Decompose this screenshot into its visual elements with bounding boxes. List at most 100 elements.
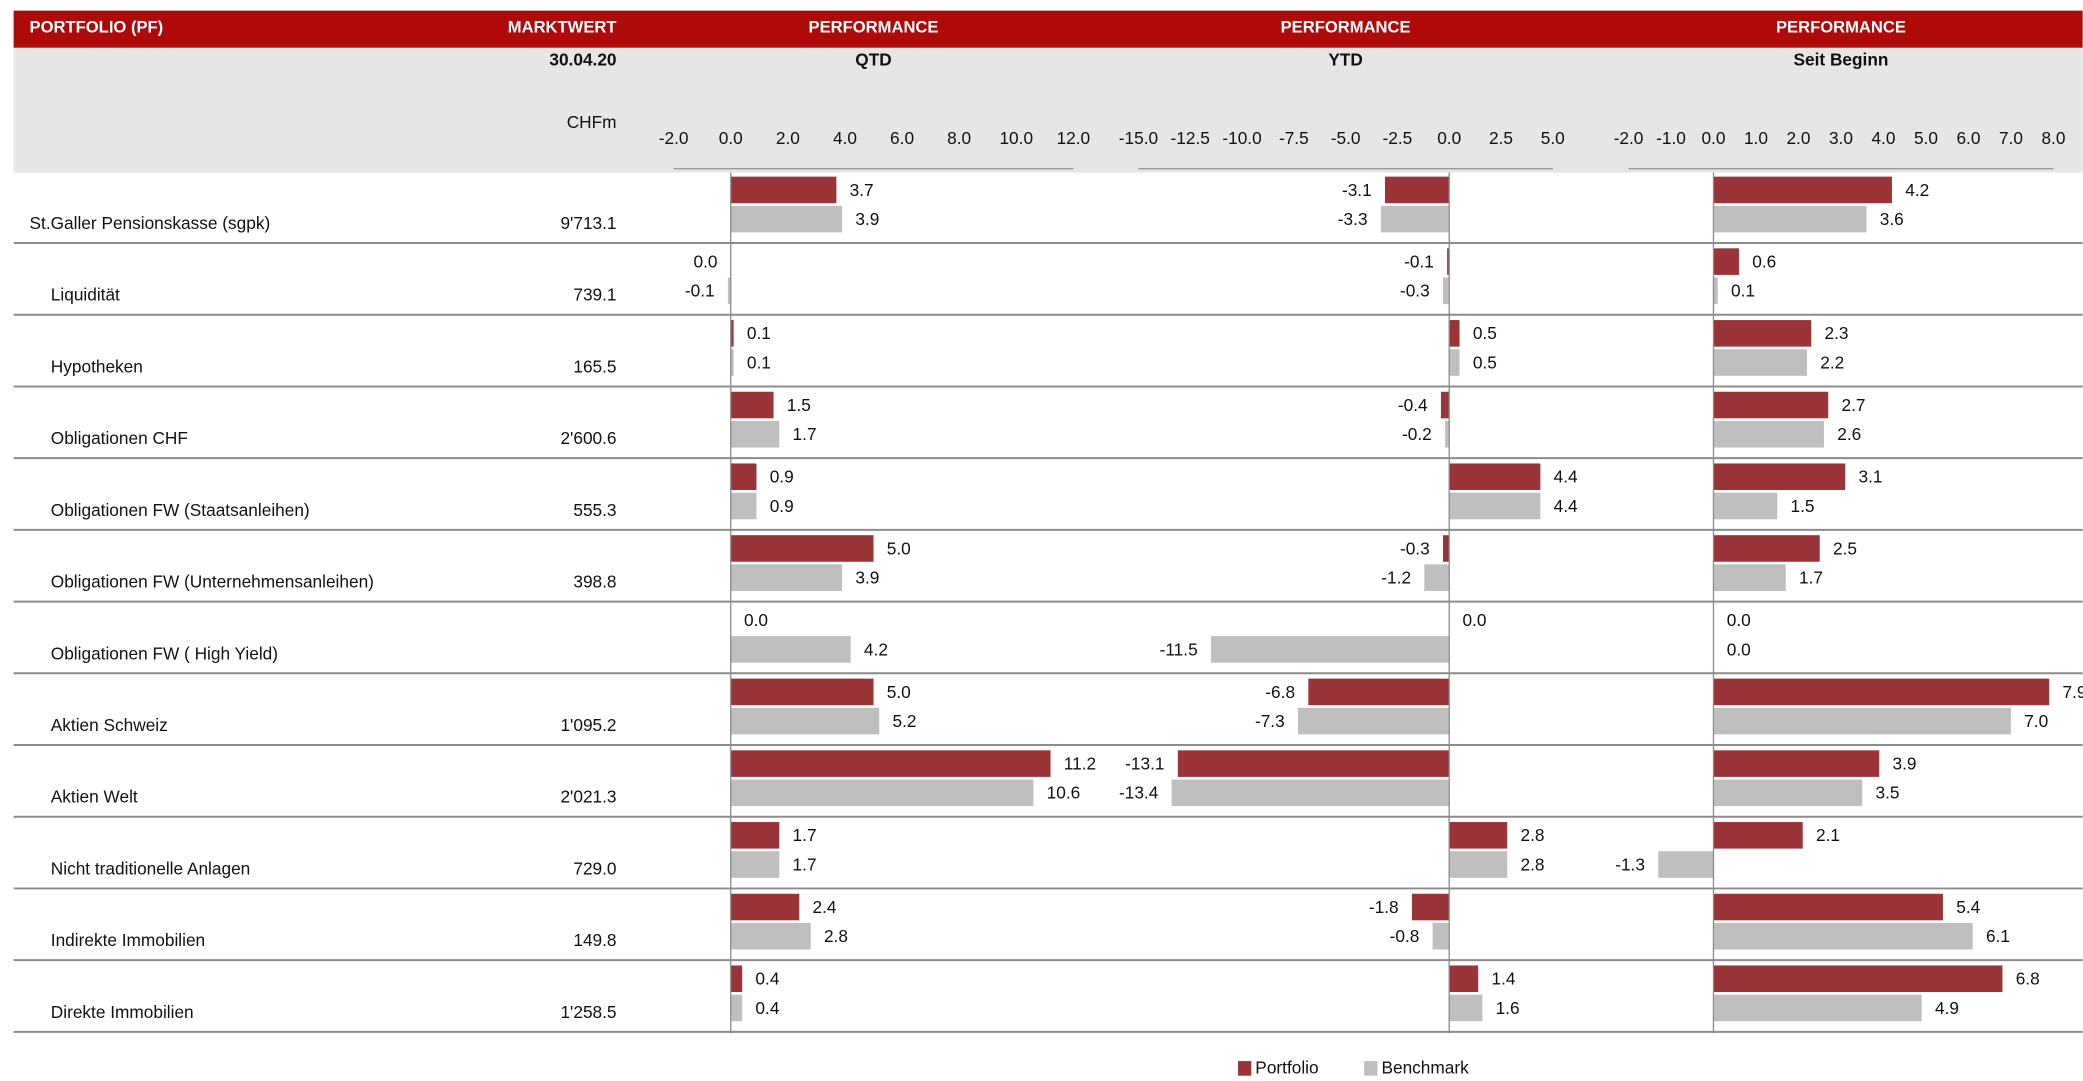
bar [1658,851,1714,878]
chart-subtitle: QTD [855,50,891,70]
data-label: 4.9 [1935,998,1959,1018]
data-label: 0.9 [770,496,794,516]
bar [730,205,843,233]
market-value: 2'021.3 [560,787,616,807]
data-label: 4.2 [864,639,888,659]
row-label: Aktien Welt [51,787,138,807]
x-tick-label: 4.0 [1871,128,1895,148]
bar [1713,176,1892,204]
x-tick-label: 3.0 [1829,128,1853,148]
market-value: 2'600.6 [560,428,616,448]
row-label: Obligationen FW ( High Yield) [51,643,278,663]
x-tick-label: 4.0 [833,128,857,148]
x-tick-label: 12.0 [1057,128,1091,148]
data-label: -0.3 [1400,538,1430,558]
header-band [13,10,2083,48]
bar [730,492,757,520]
bar [1308,678,1450,706]
bar [1713,320,1812,347]
chart-subtitle: Seit Beginn [1794,50,1889,70]
data-label: -3.1 [1342,180,1372,200]
bar [730,349,734,376]
data-label: 1.5 [787,395,811,415]
bar [1449,822,1508,849]
bar [730,678,874,706]
data-label: 0.4 [755,969,779,989]
bar [1713,994,1922,1022]
x-tick-label: -10.0 [1222,128,1261,148]
bar [730,893,800,921]
data-label: 2.8 [1520,854,1544,874]
market-value: 1'095.2 [560,715,616,735]
data-label: -0.4 [1398,395,1428,415]
bar [730,779,1034,807]
bar [1411,893,1450,921]
legend-label: Benchmark [1381,1058,1469,1078]
data-label: 3.7 [850,180,874,200]
bar [730,463,757,491]
x-tick-label: 8.0 [947,128,971,148]
row-label: Hypotheken [51,356,143,376]
bar [730,965,743,993]
data-label: -0.8 [1390,926,1420,946]
unit: CHFm [567,112,617,132]
data-label: 0.1 [747,323,771,343]
data-label: 11.2 [1064,753,1096,773]
bar [1384,176,1450,204]
data-label: 0.4 [755,998,779,1018]
data-label: 1.4 [1491,969,1515,989]
bar [1297,707,1450,735]
chart-title: PERFORMANCE [1776,17,1906,36]
x-tick-label: -15.0 [1119,128,1158,148]
data-label: 7.0 [2024,711,2048,731]
data-label: -1.3 [1615,854,1645,874]
bar [1713,349,1807,376]
row-label: Obligationen FW (Unternehmensanleihen) [51,572,374,592]
chart-title: PERFORMANCE [1281,17,1411,36]
column-header: MARKTWERT [508,17,617,36]
x-tick-label: 7.0 [1999,128,2023,148]
row-label: Obligationen CHF [51,428,188,448]
data-label: 2.7 [1841,395,1865,415]
bar [1177,750,1450,777]
x-tick-label: 6.0 [890,128,914,148]
data-label: 0.6 [1752,252,1776,272]
row-label: Direkte Immobilien [51,1002,194,1022]
data-label: 6.8 [2016,969,2040,989]
data-label: 5.4 [1956,897,1980,917]
bar [1440,391,1450,419]
data-label: -13.1 [1125,753,1164,773]
bar [1442,277,1450,305]
x-tick-label: 10.0 [999,128,1033,148]
bar [1210,636,1450,663]
row-label: Aktien Schweiz [51,715,168,735]
x-tick-label: 0.0 [719,128,743,148]
data-label: -1.2 [1381,568,1411,588]
data-label: 3.6 [1880,209,1904,229]
data-label: 3.1 [1858,467,1882,487]
x-tick-label: 0.0 [1437,128,1461,148]
data-label: 2.3 [1824,323,1848,343]
bar [1713,205,1867,233]
row-label: Liquidität [51,285,120,305]
row-label: Nicht traditionelle Anlagen [51,858,250,878]
bar [730,564,843,591]
market-value: 9'713.1 [560,213,616,233]
data-label: 2.8 [1520,825,1544,845]
data-label: 0.0 [1462,610,1486,630]
bar [1380,205,1450,233]
x-tick-label: 2.0 [776,128,800,148]
bar [730,636,851,663]
x-tick-label: -12.5 [1171,128,1210,148]
x-tick-label: 6.0 [1956,128,1980,148]
bar [1713,463,1846,491]
bar [730,922,811,950]
row-label: St.Galler Pensionskasse (sgpk) [30,213,271,233]
bar [1442,535,1450,562]
bar [1424,564,1450,591]
data-label: 3.9 [855,209,879,229]
data-label: 1.7 [793,854,817,874]
data-label: -0.1 [1404,252,1434,272]
bar [1449,463,1541,491]
x-tick-label: -2.5 [1383,128,1413,148]
